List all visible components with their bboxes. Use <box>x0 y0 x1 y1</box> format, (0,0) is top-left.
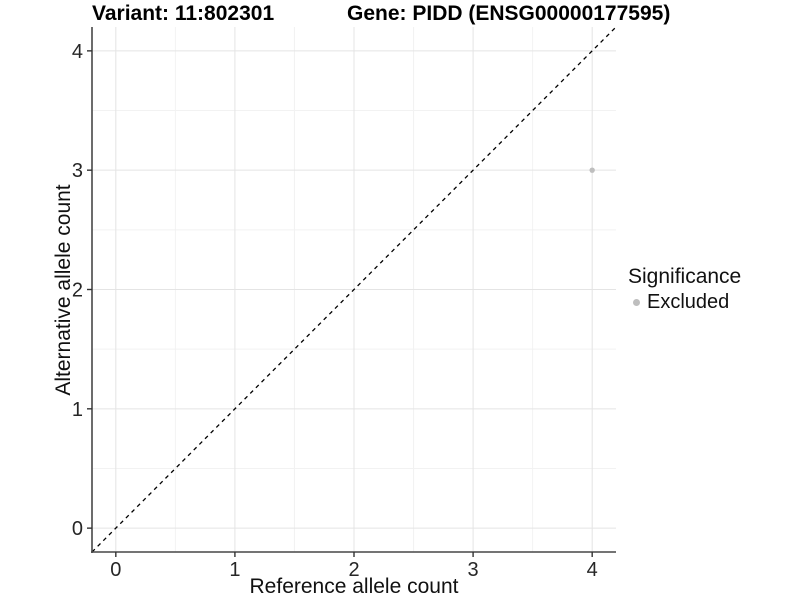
y-tick-label: 2 <box>72 280 83 302</box>
y-tick-label: 0 <box>72 518 83 540</box>
x-tick-label: 3 <box>468 559 479 581</box>
identity-line <box>91 26 617 553</box>
x-tick-label: 0 <box>110 559 121 581</box>
legend-entry-excluded: Excluded <box>633 291 741 314</box>
legend: Significance Excluded <box>628 265 741 314</box>
plot-title-variant: Variant: 11:802301 <box>92 2 275 25</box>
y-tick-label: 1 <box>72 399 83 421</box>
x-axis-title: Reference allele count <box>249 575 459 598</box>
x-tick-label: 1 <box>229 559 240 581</box>
plot-title-gene: Gene: PIDD (ENSG00000177595) <box>347 2 671 25</box>
y-tick-label: 4 <box>72 41 83 63</box>
legend-point-icon <box>633 299 640 306</box>
y-tick-label: 3 <box>72 160 83 182</box>
data-point <box>589 167 595 173</box>
y-axis-title: Alternative allele count <box>52 184 75 396</box>
x-tick-label: 4 <box>587 559 598 581</box>
x-tick-label: 2 <box>348 559 359 581</box>
legend-entry-label: Excluded <box>647 291 730 313</box>
legend-title: Significance <box>628 265 742 288</box>
